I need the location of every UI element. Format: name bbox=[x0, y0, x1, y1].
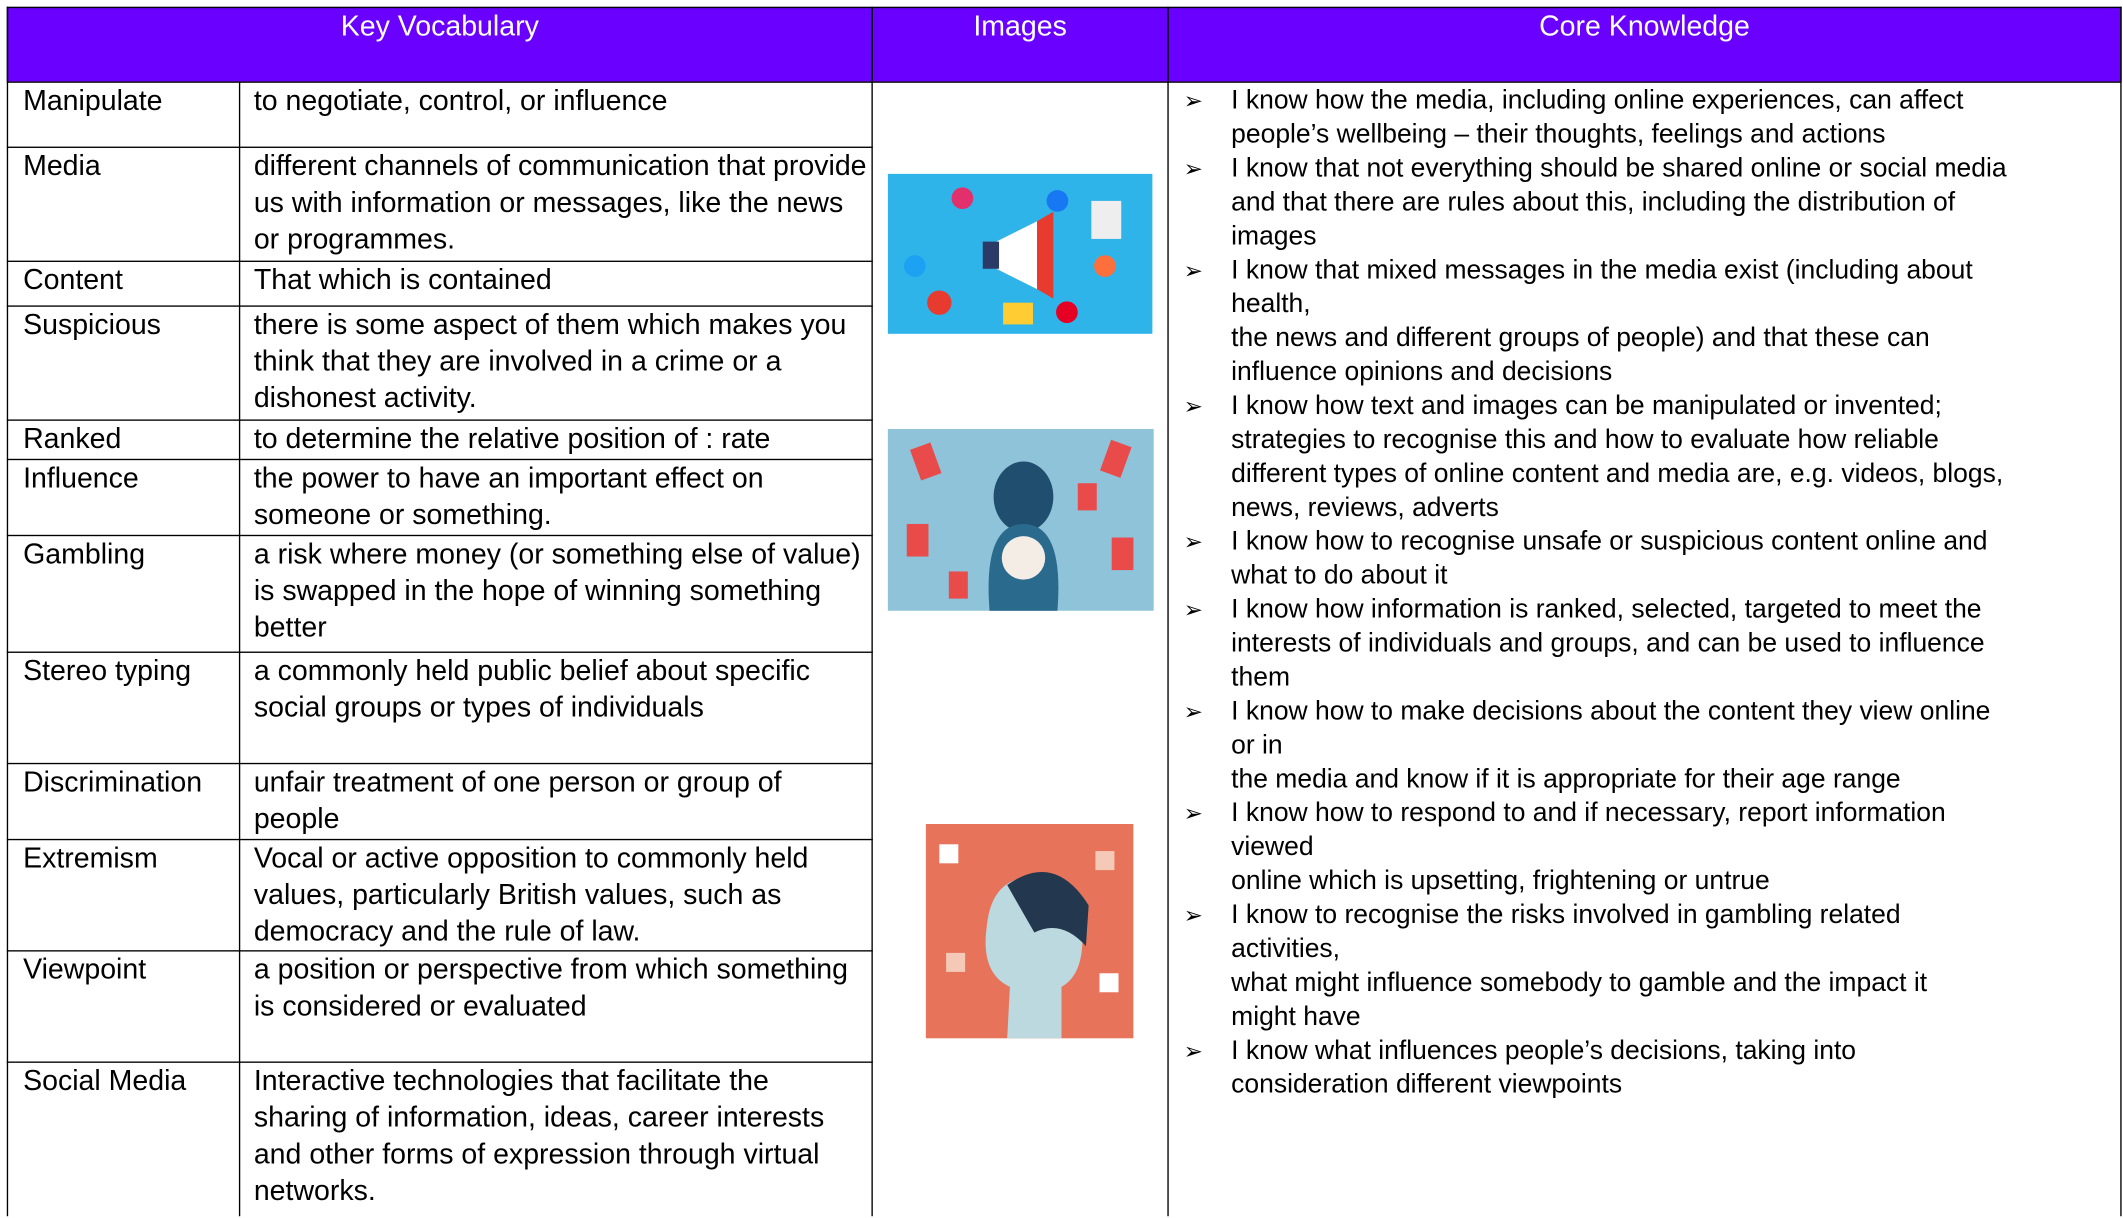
vocab-term: Discrimination bbox=[23, 766, 203, 799]
vocab-term: Content bbox=[23, 264, 123, 296]
vocab-term: Viewpoint bbox=[23, 954, 147, 986]
knowledge-line: interests of individuals and groups, and… bbox=[1231, 628, 1985, 659]
vocab-definition: Interactive technologies that facilitate… bbox=[253, 1065, 825, 1207]
vocab-definition: a commonly held public belief about spec… bbox=[253, 655, 811, 724]
knowledge-line: strategies to recognise this and how to … bbox=[1231, 424, 1939, 455]
border bbox=[2120, 6, 2122, 1217]
head-image bbox=[925, 823, 1134, 1039]
vocab-definition: different channels of communication that… bbox=[253, 150, 867, 256]
row-border bbox=[6, 651, 873, 653]
knowledge-line: or in bbox=[1231, 730, 1283, 761]
border bbox=[871, 6, 873, 1217]
knowledge-line: consideration different viewpoints bbox=[1231, 1069, 1623, 1100]
knowledge-line: the media and know if it is appropriate … bbox=[1231, 764, 1901, 795]
knowledge-line: what to do about it bbox=[1231, 560, 1448, 591]
knowledge-line: news, reviews, adverts bbox=[1231, 492, 1499, 523]
vocab-definition: there is some aspect of them which makes… bbox=[253, 309, 847, 415]
vocab-term: Gambling bbox=[23, 538, 146, 571]
row-border bbox=[6, 260, 873, 262]
knowledge-line: people’s wellbeing – their thoughts, fee… bbox=[1231, 119, 1886, 150]
knowledge-line: viewed bbox=[1231, 832, 1314, 862]
row-border bbox=[6, 146, 873, 148]
vocab-term: Media bbox=[23, 150, 101, 182]
vocab-definition: That which is contained bbox=[253, 264, 552, 296]
row-border bbox=[6, 838, 873, 841]
vocab-term: Suspicious bbox=[23, 309, 161, 341]
vocab-term: Influence bbox=[23, 462, 139, 495]
vocab-term: Stereo typing bbox=[23, 655, 192, 687]
media-image bbox=[887, 173, 1153, 334]
knowledge-line: health, bbox=[1231, 289, 1311, 319]
vocab-definition: unfair treatment of one person or group … bbox=[253, 766, 782, 835]
knowledge-item: I know that mixed messages in the media … bbox=[1184, 254, 1973, 288]
knowledge-line: influence opinions and decisions bbox=[1231, 356, 1613, 387]
header-knowledge: Core Knowledge bbox=[1168, 6, 2122, 82]
vocab-definition: to determine the relative position of : … bbox=[253, 423, 771, 455]
row-border bbox=[6, 950, 873, 952]
knowledge-line: what might influence somebody to gamble … bbox=[1231, 967, 1928, 998]
vocab-definition: the power to have an important effect on… bbox=[253, 462, 764, 531]
row-border bbox=[6, 458, 873, 461]
knowledge-item: I know how to respond to and if necessar… bbox=[1184, 797, 1946, 831]
vocab-term: Social Media bbox=[23, 1065, 187, 1097]
knowledge-item: I know how information is ranked, select… bbox=[1184, 593, 1982, 627]
knowledge-line: online which is upsetting, frightening o… bbox=[1231, 866, 1770, 896]
vocab-term: Manipulate bbox=[23, 85, 163, 117]
row-border bbox=[6, 534, 873, 537]
knowledge-line: different types of online content and me… bbox=[1231, 458, 2004, 489]
border bbox=[238, 81, 241, 1217]
vocab-definition: a position or perspective from which som… bbox=[253, 954, 848, 1023]
vocab-term: Extremism bbox=[23, 842, 158, 875]
knowledge-line: them bbox=[1231, 662, 1291, 693]
header-vocabulary: Key Vocabulary bbox=[6, 6, 873, 82]
knowledge-line: activities, bbox=[1231, 933, 1341, 964]
knowledge-item: I know what influences people’s decision… bbox=[1184, 1034, 1856, 1068]
knowledge-line: might have bbox=[1231, 1001, 1361, 1032]
vocab-definition: to negotiate, control, or influence bbox=[253, 85, 668, 117]
knowledge-line: and that there are rules about this, inc… bbox=[1231, 187, 1956, 218]
knowledge-line: images bbox=[1231, 221, 1317, 252]
knowledge-item: I know to recognise the risks involved i… bbox=[1184, 899, 1901, 933]
border bbox=[1167, 6, 1169, 1217]
border bbox=[6, 6, 2122, 9]
knowledge-item: I know how text and images can be manipu… bbox=[1184, 390, 1942, 424]
vocab-definition: a risk where money (or something else of… bbox=[253, 538, 861, 644]
border bbox=[6, 6, 9, 1217]
row-border bbox=[6, 1061, 873, 1063]
knowledge-item: I know that not everything should be sha… bbox=[1184, 152, 2007, 186]
row-border bbox=[6, 305, 873, 307]
knowledge-item: I know how to recognise unsafe or suspic… bbox=[1184, 525, 1988, 559]
vocab-term: Ranked bbox=[23, 423, 122, 455]
header-images: Images bbox=[872, 6, 1169, 82]
row-border bbox=[6, 419, 873, 421]
knowledge-item: I know how to make decisions about the c… bbox=[1184, 695, 1991, 729]
border bbox=[6, 81, 2122, 83]
vocab-definition: Vocal or active opposition to commonly h… bbox=[253, 842, 809, 948]
anxiety-image bbox=[887, 428, 1154, 611]
knowledge-item: I know how the media, including online e… bbox=[1184, 84, 1964, 118]
knowledge-line: the news and different groups of people)… bbox=[1231, 323, 1930, 353]
row-border bbox=[6, 762, 873, 765]
